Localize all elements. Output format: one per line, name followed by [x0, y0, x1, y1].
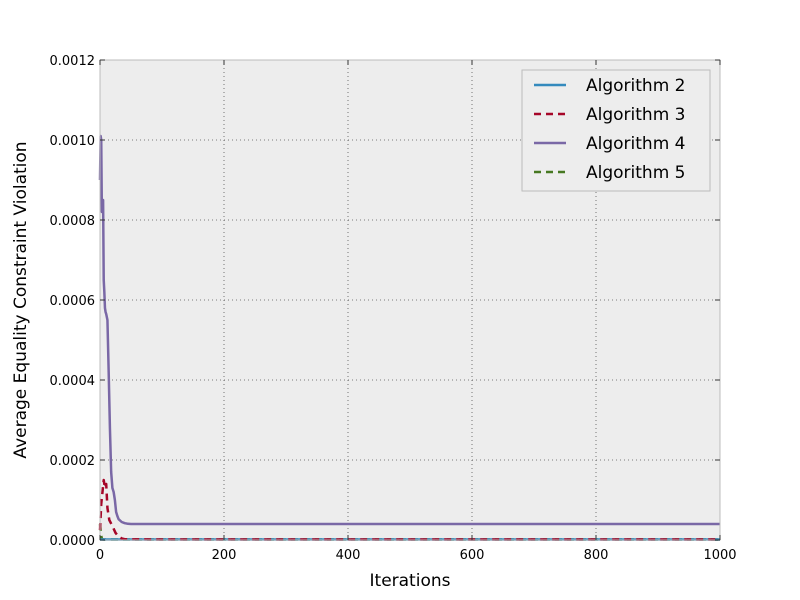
- y-tick-label: 0.0012: [50, 54, 96, 69]
- y-tick-label: 0.0002: [50, 454, 96, 469]
- y-tick-labels: 0.0000 0.0002 0.0004 0.0006 0.0008 0.0010 0.00…: [50, 54, 96, 549]
- x-tick-label: 600: [460, 548, 485, 563]
- y-tick-label: 0.0004: [50, 374, 96, 389]
- legend: Algorithm 2 Algorithm 3 Algorithm 4 Algorit…: [521, 69, 711, 192]
- x-tick-label: 200: [212, 548, 237, 563]
- y-tick-label: 0.0000: [50, 534, 96, 549]
- legend-box: [521, 69, 711, 192]
- legend-label: Algorithm 2: [586, 76, 685, 96]
- x-axis-label: Iterations: [370, 571, 451, 591]
- x-tick-label: 800: [584, 548, 609, 563]
- series-line-algorithm-3: [98, 478, 720, 541]
- legend-label: Algorithm 3: [586, 105, 685, 125]
- series-line-algorithm-4: [98, 134, 720, 526]
- y-tick-label: 0.0010: [50, 134, 96, 149]
- y-tick-label: 0.0006: [50, 294, 96, 309]
- tick-marks: [99, 59, 721, 541]
- x-tick-label: 0: [96, 548, 104, 563]
- legend-label: Algorithm 4: [586, 134, 685, 154]
- x-tick-label: 1000: [703, 548, 736, 563]
- y-tick-label: 0.0008: [50, 214, 96, 229]
- y-axis-label: Average Equality Constraint Violation: [11, 141, 31, 458]
- x-tick-label: 400: [336, 548, 361, 563]
- legend-label: Algorithm 5: [586, 163, 685, 183]
- x-tick-labels: 0 200 400 600 800 1000: [96, 548, 737, 563]
